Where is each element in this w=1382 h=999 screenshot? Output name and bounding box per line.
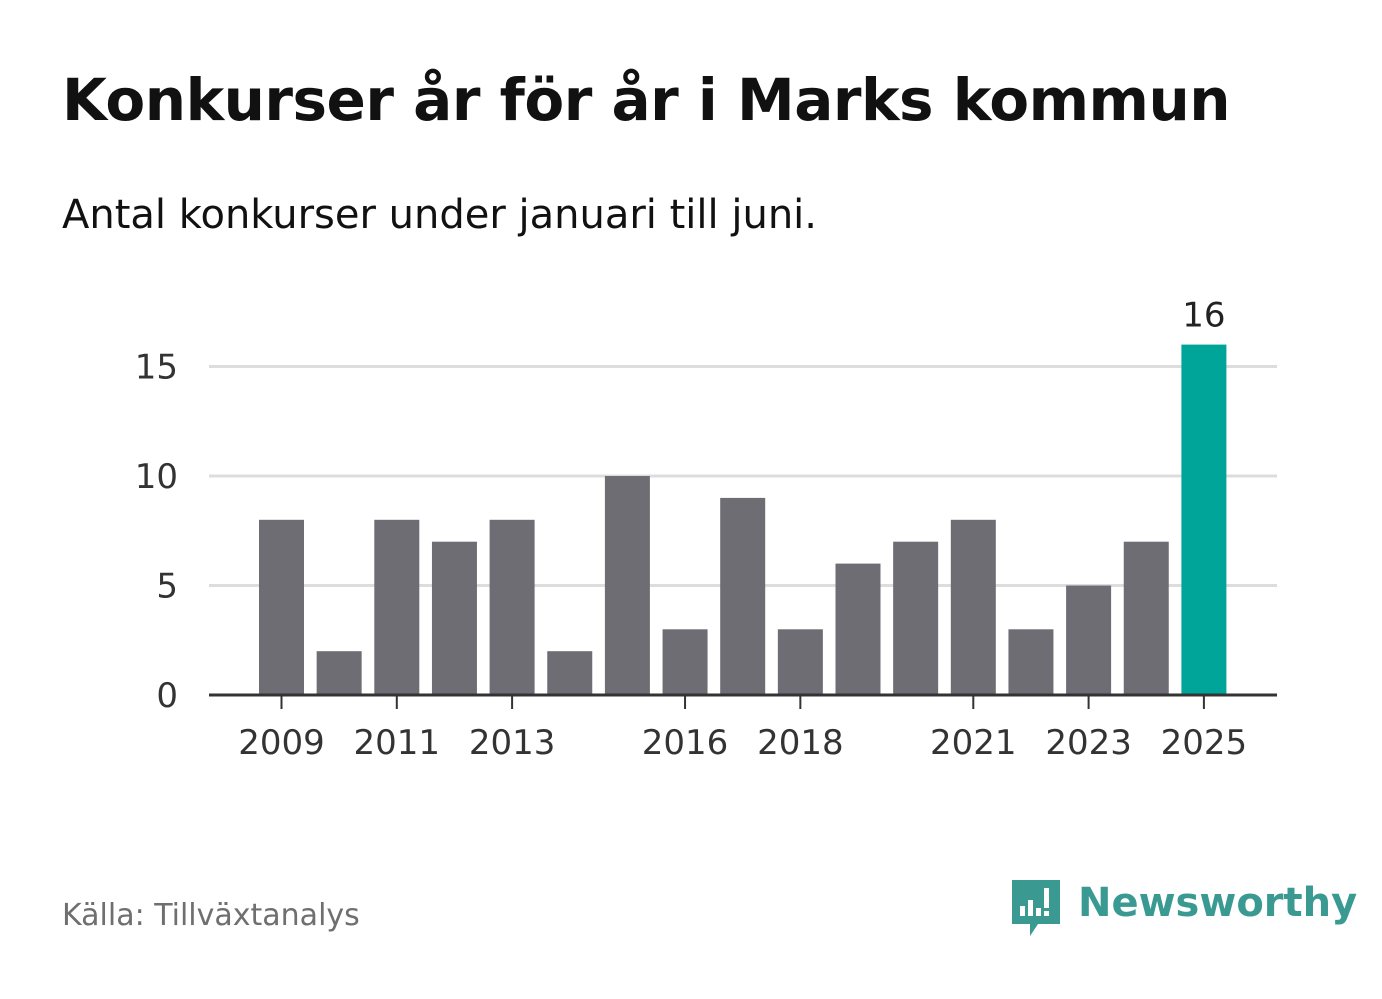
bar-2024	[1123, 541, 1169, 695]
bar-2019	[835, 563, 881, 695]
chart-subtitle: Antal konkurser under januari till juni.	[62, 192, 817, 238]
x-axis	[209, 693, 1277, 709]
bar-2025	[1181, 344, 1227, 695]
bar-2020	[893, 541, 939, 695]
bar-2011	[374, 519, 420, 695]
data-label-2025: 16	[1182, 296, 1225, 336]
x-tick-label-2009: 2009	[238, 723, 325, 763]
bar-2016	[662, 629, 708, 695]
chart-title: Konkurser år för år i Marks kommun	[62, 66, 1231, 134]
bars	[259, 344, 1227, 695]
x-axis-labels: 2009 2011 2013 2016 2018 2021 2023 2025	[238, 723, 1247, 763]
y-tick-label-0: 0	[156, 676, 178, 716]
x-tick-label-2025: 2025	[1161, 723, 1248, 763]
y-tick-label-10: 10	[135, 457, 178, 497]
x-tick-label-2011: 2011	[354, 723, 441, 763]
x-tick-label-2018: 2018	[757, 723, 844, 763]
x-tick-label-2013: 2013	[469, 723, 556, 763]
bar-2022	[1008, 629, 1054, 695]
x-tick-label-2021: 2021	[930, 723, 1017, 763]
x-tick-label-2016: 2016	[642, 723, 729, 763]
x-tick-label-2023: 2023	[1045, 723, 1132, 763]
bar-2010	[316, 651, 362, 695]
bar-2018	[777, 629, 823, 695]
bar-2012	[431, 541, 477, 695]
source-note: Källa: Tillväxtanalys	[62, 898, 360, 933]
bar-2017	[720, 497, 766, 695]
bar-2013	[489, 519, 535, 695]
y-axis-labels: 0 5 10 15	[135, 348, 178, 717]
bar-2021	[950, 519, 996, 695]
bar-2009	[259, 519, 304, 695]
newsworthy-logo-icon	[1012, 880, 1060, 936]
brand-name: Newsworthy	[1078, 880, 1358, 926]
brand-logo: Newsworthy	[1010, 878, 1357, 942]
y-tick-label-5: 5	[156, 567, 178, 607]
y-tick-label-15: 15	[135, 348, 178, 388]
bar-2015	[604, 476, 650, 695]
bar-2023	[1066, 585, 1112, 695]
data-labels: 16	[1182, 296, 1225, 336]
bar-2014	[547, 651, 593, 695]
